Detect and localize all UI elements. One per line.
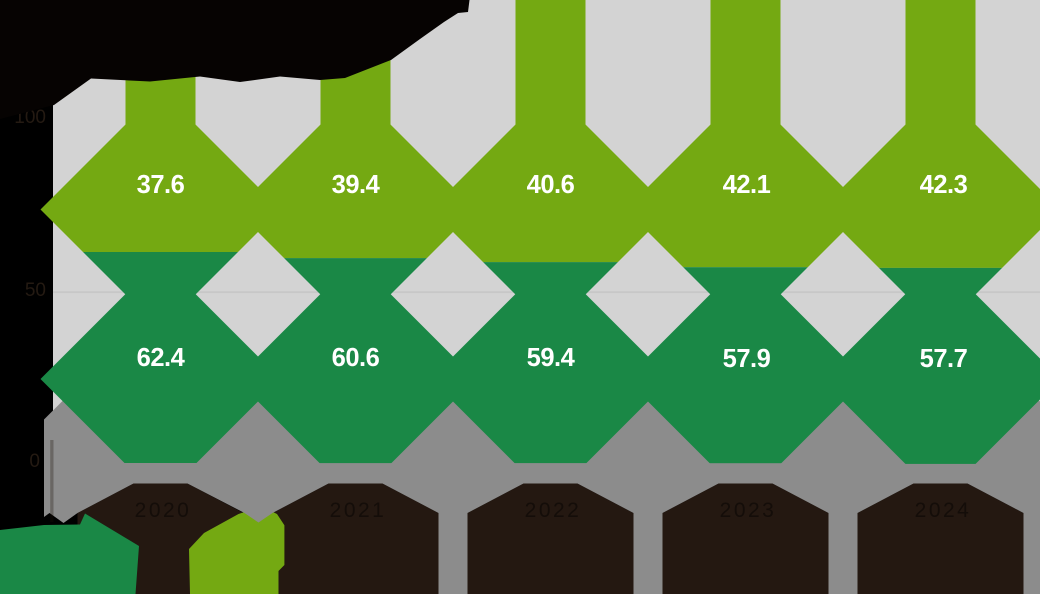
svg-text:62.4: 62.4 <box>137 344 186 372</box>
svg-text:2024: 2024 <box>915 499 972 522</box>
svg-text:2023: 2023 <box>720 499 777 522</box>
svg-text:40.6: 40.6 <box>527 171 575 199</box>
svg-text:2021: 2021 <box>330 499 387 522</box>
svg-text:57.7: 57.7 <box>920 345 968 373</box>
svg-text:59.4: 59.4 <box>527 344 576 372</box>
svg-text:42.1: 42.1 <box>723 171 771 199</box>
svg-text:50: 50 <box>25 280 46 301</box>
svg-text:60.6: 60.6 <box>332 344 380 372</box>
svg-text:57.9: 57.9 <box>723 345 771 373</box>
svg-text:0: 0 <box>29 451 40 472</box>
svg-text:2020: 2020 <box>135 499 192 522</box>
svg-text:2022: 2022 <box>525 499 582 522</box>
svg-text:37.6: 37.6 <box>137 171 185 199</box>
svg-text:42.3: 42.3 <box>920 171 968 199</box>
svg-text:39.4: 39.4 <box>332 171 381 199</box>
